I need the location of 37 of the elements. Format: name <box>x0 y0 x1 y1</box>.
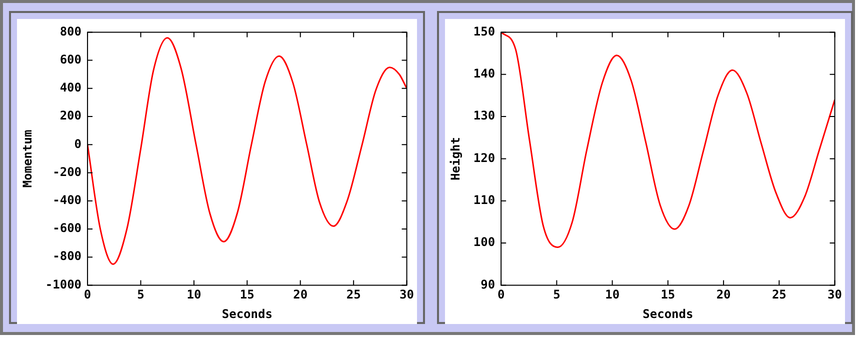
y-tick-label: 800 <box>60 24 82 38</box>
y-tick-label: 110 <box>473 192 496 207</box>
x-tick-label: 15 <box>660 288 676 302</box>
y-tick-label: 130 <box>473 108 496 123</box>
y-tick-label: 200 <box>60 108 82 123</box>
y-tick-label: 90 <box>480 277 496 292</box>
y-tick-label: 0 <box>74 136 82 151</box>
x-tick-label: 10 <box>186 288 202 302</box>
line-series <box>88 37 407 265</box>
x-tick-label: 5 <box>137 288 144 302</box>
x-tick-label: 0 <box>84 288 92 302</box>
x-tick-label: 30 <box>400 288 414 302</box>
x-tick-label: 20 <box>293 288 308 302</box>
x-axis-title: Seconds <box>642 306 694 321</box>
x-tick-label: 0 <box>497 288 505 302</box>
y-tick-label: -800 <box>52 249 82 264</box>
x-tick-label: 25 <box>346 288 361 302</box>
y-tick-label: -400 <box>52 192 82 207</box>
y-tick-label: -200 <box>52 164 82 179</box>
y-axis-title: Momentum <box>20 130 34 188</box>
line-series <box>501 32 835 248</box>
x-tick-label: 5 <box>553 288 560 302</box>
y-tick-label: 120 <box>473 150 496 165</box>
x-tick-label: 10 <box>605 288 620 302</box>
x-tick-label: 15 <box>240 288 254 302</box>
x-tick-label: 20 <box>716 288 731 302</box>
x-axis-title: Seconds <box>222 306 272 321</box>
y-tick-label: 140 <box>473 66 496 80</box>
y-tick-label: 150 <box>473 24 496 38</box>
y-tick-label: -1000 <box>45 277 82 292</box>
y-tick-label: 600 <box>60 52 82 66</box>
y-tick-label: 400 <box>60 80 82 95</box>
x-tick-label: 25 <box>772 288 786 302</box>
y-tick-label: -600 <box>52 221 82 236</box>
y-tick-label: 100 <box>473 235 496 250</box>
y-axis-title: Height <box>448 137 462 180</box>
x-tick-label: 30 <box>828 288 842 302</box>
